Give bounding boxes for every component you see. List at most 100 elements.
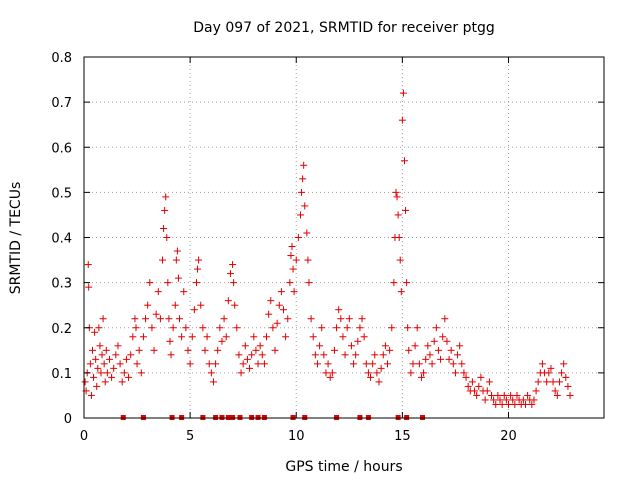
data-point <box>367 373 375 381</box>
data-point <box>377 364 385 372</box>
data-point <box>256 342 264 350</box>
x-tick-label: 10 <box>288 429 305 444</box>
data-point <box>273 319 281 327</box>
data-point <box>485 378 493 386</box>
data-point <box>132 324 140 332</box>
data-point <box>231 301 239 309</box>
data-point <box>333 324 341 332</box>
data-point <box>341 351 349 359</box>
data-point <box>216 324 224 332</box>
data-point <box>449 360 457 368</box>
data-point <box>386 346 394 354</box>
data-point <box>90 373 98 381</box>
data-point <box>116 360 124 368</box>
data-point <box>443 337 451 345</box>
data-point <box>490 396 498 404</box>
data-point <box>166 337 174 345</box>
data-point <box>154 288 162 296</box>
data-point <box>186 360 194 368</box>
data-point <box>105 355 113 363</box>
data-point <box>445 355 453 363</box>
data-point <box>543 378 551 386</box>
data-point <box>432 324 440 332</box>
data-point <box>555 378 563 386</box>
y-tick-label: 0.6 <box>51 141 72 156</box>
data-point <box>354 337 362 345</box>
data-point <box>235 351 243 359</box>
data-point <box>553 391 561 399</box>
data-point <box>521 400 529 408</box>
data-point <box>547 364 555 372</box>
data-point <box>131 315 139 323</box>
data-point <box>114 342 122 350</box>
data-point <box>205 360 213 368</box>
data-point <box>328 369 336 377</box>
data-point <box>282 333 290 341</box>
data-point <box>239 360 247 368</box>
x-tick-label: 20 <box>500 429 517 444</box>
data-point <box>558 369 566 377</box>
data-point <box>511 400 519 408</box>
x-tick-label: 15 <box>394 429 411 444</box>
data-point <box>167 351 175 359</box>
data-point <box>545 369 553 377</box>
data-point <box>464 382 472 390</box>
data-point <box>226 270 234 278</box>
data-point <box>188 333 196 341</box>
data-point <box>307 315 315 323</box>
data-point <box>287 252 295 260</box>
data-point <box>407 369 415 377</box>
data-point <box>197 301 205 309</box>
data-point <box>101 378 109 386</box>
data-point <box>494 391 502 399</box>
data-point <box>468 378 476 386</box>
data-point <box>85 283 93 291</box>
data-point <box>108 373 116 381</box>
data-point <box>430 337 438 345</box>
chart-title: Day 097 of 2021, SRMTID for receiver ptg… <box>193 20 495 36</box>
data-point <box>305 279 313 287</box>
data-point <box>160 224 168 232</box>
data-point <box>135 346 143 354</box>
data-point <box>125 373 133 381</box>
data-point <box>396 256 404 264</box>
data-point <box>488 391 496 399</box>
data-point <box>524 391 532 399</box>
data-point <box>86 360 94 368</box>
data-point <box>159 256 167 264</box>
data-point <box>265 310 273 318</box>
data-point <box>112 351 120 359</box>
data-point <box>165 315 173 323</box>
data-point <box>146 279 154 287</box>
data-point <box>275 301 283 309</box>
data-point <box>560 360 568 368</box>
data-point <box>260 360 268 368</box>
data-point <box>411 342 419 350</box>
data-point <box>492 400 500 408</box>
data-point <box>96 342 104 350</box>
data-point <box>254 360 262 368</box>
data-point <box>402 206 410 214</box>
x-tick-label: 5 <box>186 429 194 444</box>
data-point <box>110 364 118 372</box>
data-point <box>190 306 198 314</box>
data-point <box>174 274 182 282</box>
data-point <box>142 315 150 323</box>
data-point <box>94 364 102 372</box>
data-point <box>428 360 436 368</box>
data-point <box>360 333 368 341</box>
data-point <box>233 324 241 332</box>
data-point <box>398 116 406 124</box>
data-point <box>289 265 297 273</box>
data-point <box>358 315 366 323</box>
y-tick-label: 0.5 <box>51 186 72 201</box>
data-point <box>195 256 203 264</box>
data-point <box>441 315 449 323</box>
data-point <box>144 301 152 309</box>
data-point <box>102 346 110 354</box>
data-point <box>532 387 540 395</box>
data-point <box>369 360 377 368</box>
data-point <box>129 333 137 341</box>
data-point <box>352 351 360 359</box>
